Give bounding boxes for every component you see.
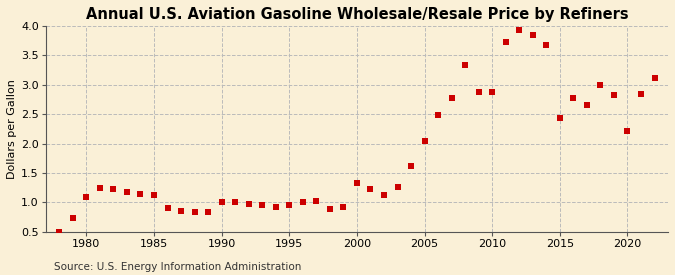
Point [202, 210, 213, 215]
Point [379, 193, 389, 197]
Point [135, 191, 146, 196]
Point [433, 112, 443, 117]
Point [554, 116, 565, 120]
Point [514, 28, 524, 32]
Point [338, 205, 349, 209]
Point [189, 210, 200, 215]
Point [216, 200, 227, 205]
Point [148, 193, 159, 197]
Point [54, 230, 65, 234]
Point [176, 209, 186, 213]
Point [581, 103, 592, 107]
Point [541, 43, 551, 48]
Point [392, 184, 403, 189]
Point [230, 200, 240, 205]
Point [95, 186, 105, 190]
Point [284, 203, 295, 208]
Point [122, 190, 132, 194]
Point [473, 90, 484, 95]
Point [636, 91, 647, 96]
Point [622, 128, 633, 133]
Point [406, 164, 416, 168]
Point [257, 203, 268, 208]
Y-axis label: Dollars per Gallon: Dollars per Gallon [7, 79, 17, 179]
Point [68, 216, 78, 221]
Point [271, 204, 281, 209]
Point [500, 40, 511, 44]
Point [81, 194, 92, 199]
Title: Annual U.S. Aviation Gasoline Wholesale/Resale Price by Refiners: Annual U.S. Aviation Gasoline Wholesale/… [86, 7, 628, 22]
Point [108, 187, 119, 192]
Point [419, 138, 430, 143]
Point [487, 90, 497, 95]
Point [568, 96, 578, 100]
Point [446, 96, 457, 100]
Point [311, 199, 322, 203]
Point [325, 207, 335, 212]
Point [298, 200, 308, 205]
Point [595, 82, 606, 87]
Point [365, 187, 376, 191]
Point [460, 62, 470, 67]
Point [527, 32, 538, 37]
Point [609, 93, 620, 97]
Point [243, 201, 254, 206]
Point [352, 181, 362, 185]
Point [162, 206, 173, 211]
Text: Source: U.S. Energy Information Administration: Source: U.S. Energy Information Administ… [54, 262, 301, 272]
Point [649, 75, 660, 80]
